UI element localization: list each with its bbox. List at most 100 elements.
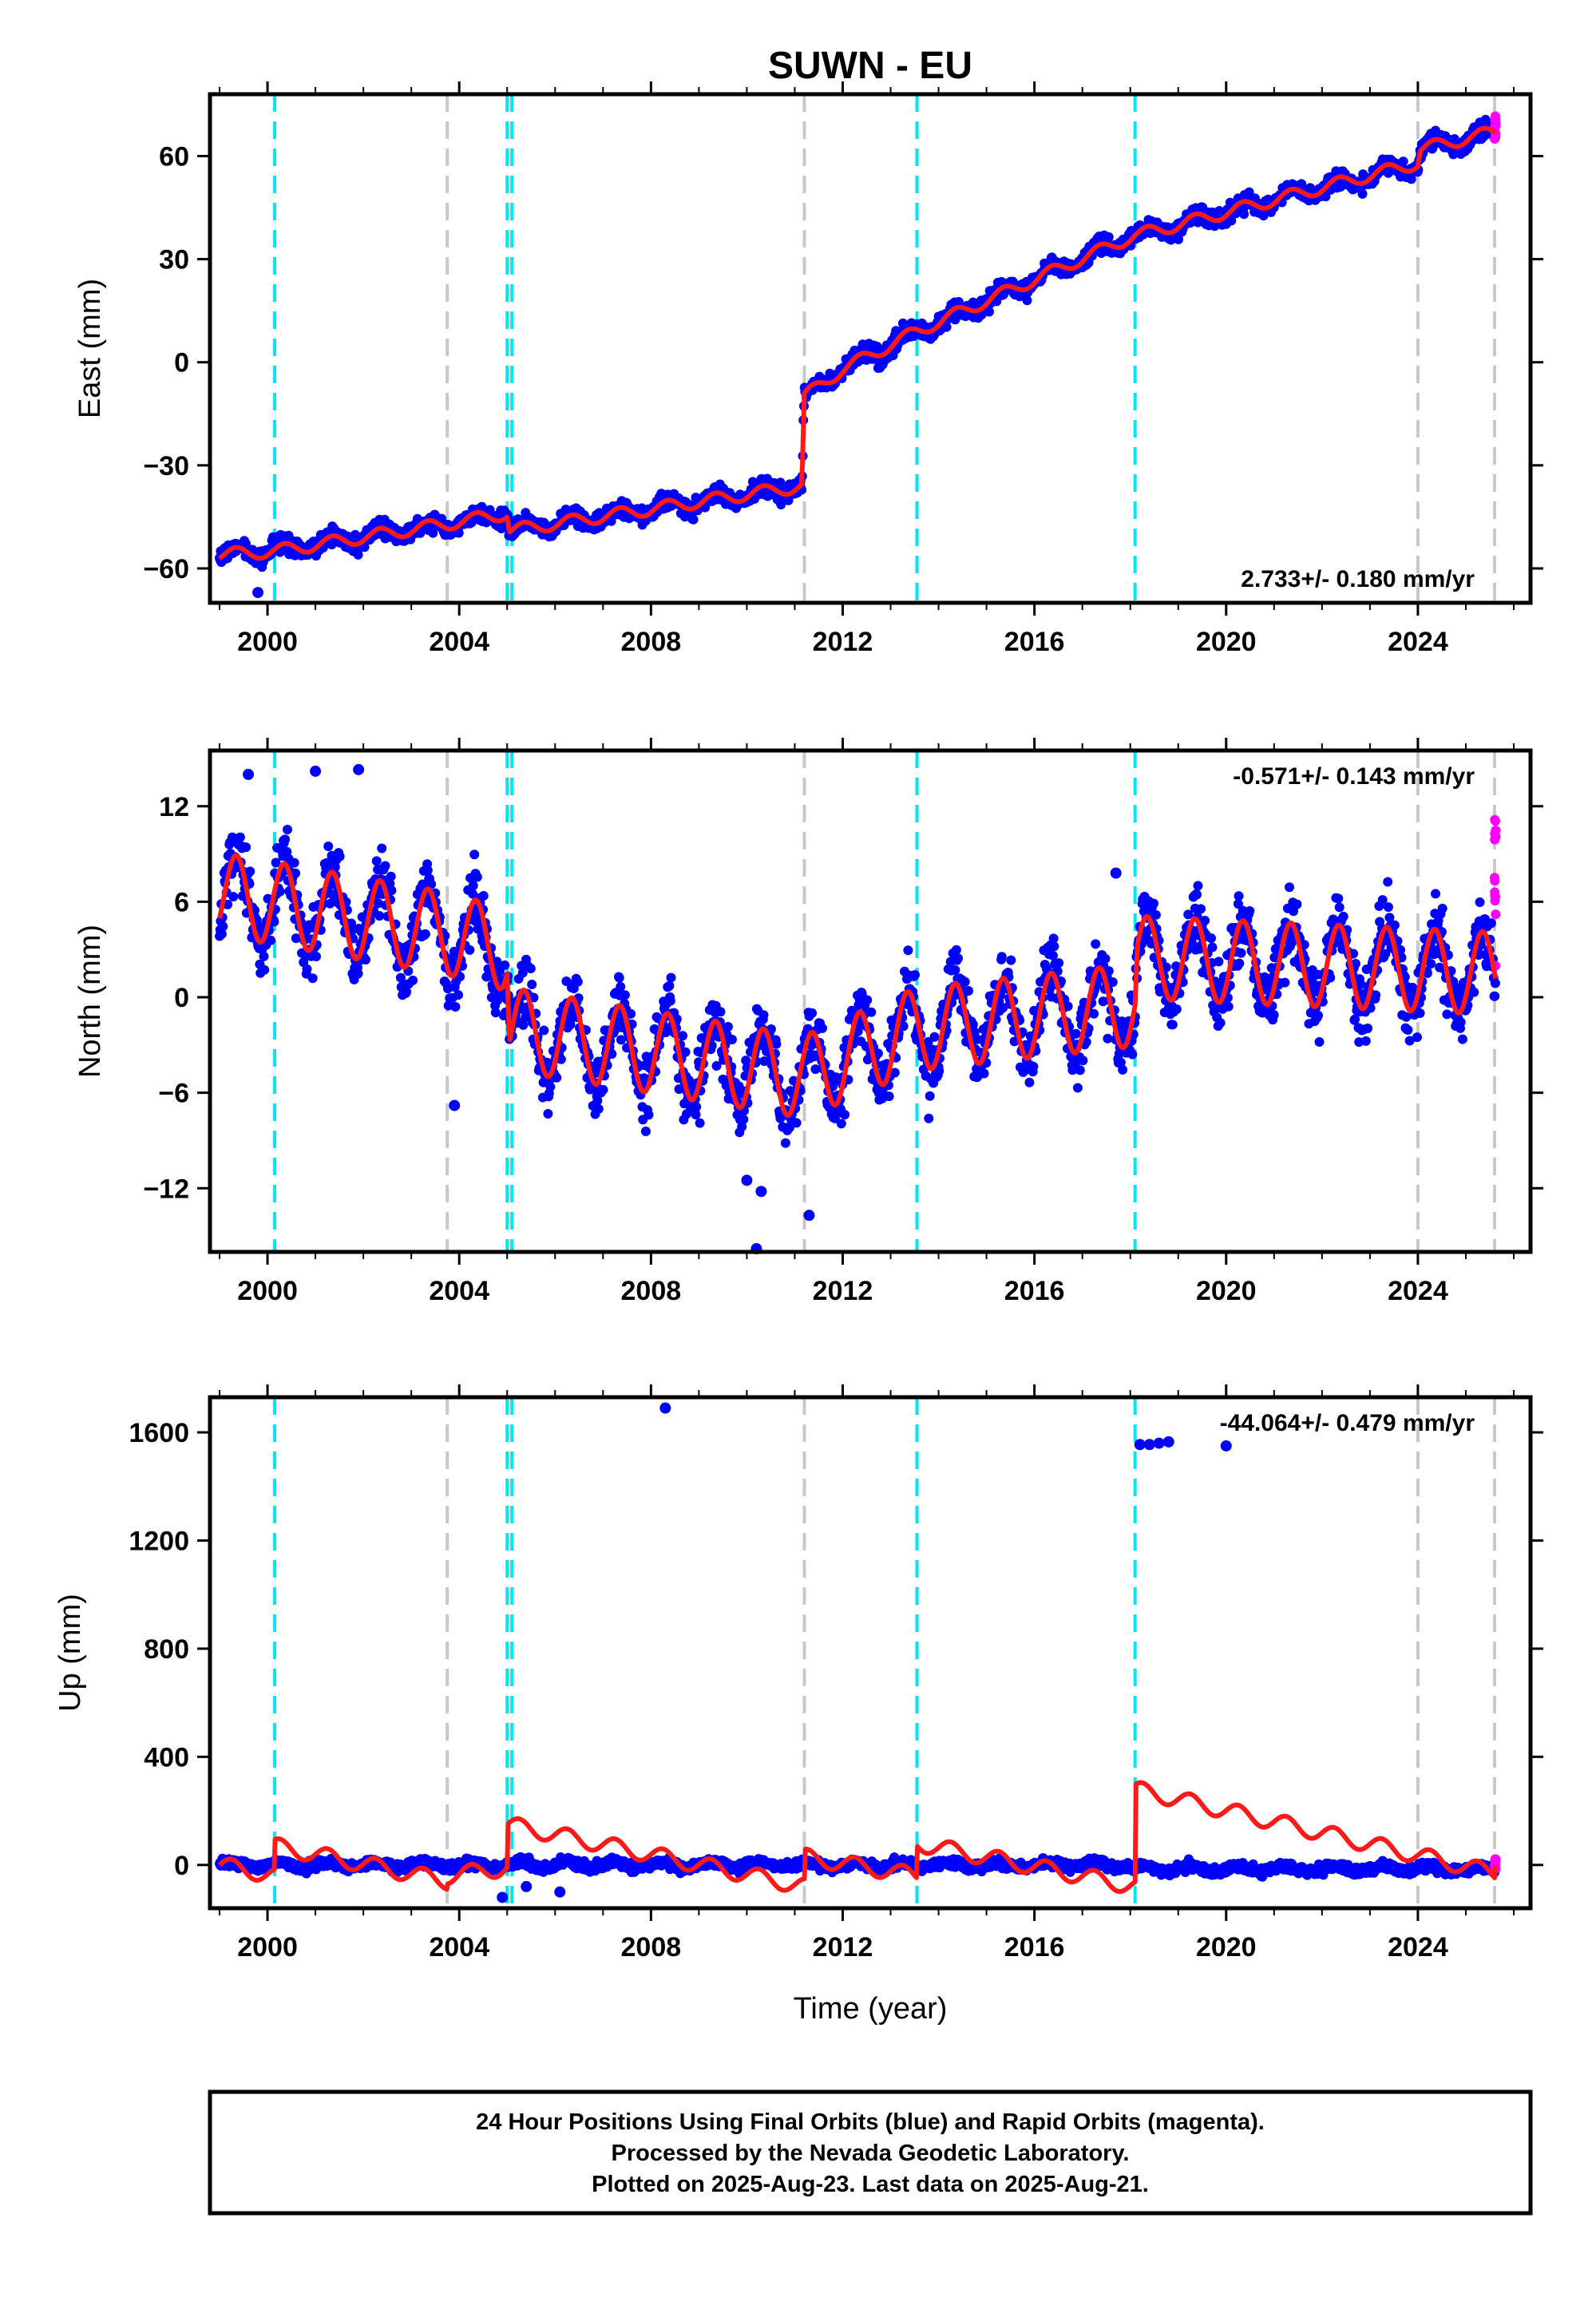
data-point bbox=[620, 990, 630, 1000]
outlier-point bbox=[449, 1099, 461, 1111]
rapid-orbit-point bbox=[1490, 814, 1500, 825]
data-point bbox=[1214, 957, 1224, 967]
data-point bbox=[371, 856, 382, 866]
data-point bbox=[218, 921, 228, 932]
data-point bbox=[1127, 1049, 1138, 1059]
data-point bbox=[1280, 977, 1290, 988]
data-point bbox=[1269, 1010, 1279, 1020]
data-point bbox=[527, 980, 537, 989]
data-point bbox=[422, 865, 433, 876]
data-point bbox=[1403, 1025, 1413, 1035]
x-tick-label: 2000 bbox=[237, 627, 298, 657]
x-tick-label: 2016 bbox=[1004, 1276, 1065, 1306]
data-point bbox=[1171, 1004, 1182, 1014]
data-point bbox=[960, 976, 970, 987]
y-tick-label: 0 bbox=[174, 983, 189, 1013]
y-tick-label: −6 bbox=[158, 1079, 189, 1109]
data-point bbox=[691, 1102, 702, 1112]
data-point bbox=[543, 1109, 553, 1119]
data-point bbox=[235, 832, 245, 842]
rapid-orbit-point bbox=[1490, 829, 1500, 839]
data-point bbox=[428, 528, 438, 538]
data-point bbox=[1107, 977, 1118, 988]
data-point bbox=[941, 322, 952, 332]
data-point bbox=[478, 891, 489, 901]
data-point bbox=[453, 528, 464, 538]
data-point bbox=[469, 850, 480, 860]
x-tick-label: 2004 bbox=[429, 627, 489, 657]
model-line bbox=[218, 125, 1498, 561]
data-point bbox=[1363, 1024, 1372, 1033]
rapid-orbit-points bbox=[1490, 111, 1501, 144]
data-point bbox=[283, 825, 292, 834]
data-point bbox=[996, 952, 1007, 962]
data-point bbox=[1206, 933, 1216, 944]
data-point bbox=[924, 1113, 934, 1123]
chart-title: SUWN - EU bbox=[768, 45, 972, 87]
data-point bbox=[910, 970, 920, 980]
data-point bbox=[678, 1031, 687, 1041]
data-point bbox=[1200, 916, 1210, 925]
data-point bbox=[1437, 903, 1447, 913]
data-point bbox=[836, 1119, 846, 1129]
data-point bbox=[616, 1035, 626, 1045]
data-point bbox=[1490, 978, 1500, 988]
data-point bbox=[1383, 877, 1393, 887]
x-tick-label: 2016 bbox=[1004, 627, 1065, 657]
x-tick-label: 2000 bbox=[237, 1276, 298, 1306]
outlier-point bbox=[353, 763, 365, 775]
data-point bbox=[614, 972, 624, 983]
data-point bbox=[680, 1047, 691, 1057]
data-point bbox=[992, 296, 1002, 307]
data-point bbox=[259, 951, 269, 961]
data-point bbox=[598, 1084, 608, 1095]
data-point bbox=[1486, 918, 1496, 929]
data-point bbox=[775, 477, 786, 488]
rapid-orbit-point bbox=[1490, 887, 1500, 897]
outlier-point bbox=[803, 1210, 815, 1222]
data-point bbox=[1071, 1028, 1081, 1039]
data-point bbox=[1313, 1010, 1323, 1020]
x-tick-label: 2024 bbox=[1388, 627, 1448, 657]
data-point bbox=[593, 1103, 604, 1114]
final-orbit-points bbox=[215, 1402, 1500, 1903]
data-point bbox=[1091, 939, 1101, 949]
data-point bbox=[1383, 902, 1393, 913]
data-point bbox=[1006, 955, 1016, 965]
rate-label: 2.733+/- 0.180 mm/yr bbox=[1241, 566, 1475, 592]
data-point bbox=[1469, 987, 1479, 997]
data-point bbox=[903, 945, 913, 956]
data-point bbox=[862, 995, 873, 1005]
data-point bbox=[1398, 156, 1408, 167]
data-point bbox=[545, 1082, 556, 1092]
y-tick-label: −60 bbox=[143, 554, 189, 584]
data-point bbox=[1223, 1001, 1234, 1012]
data-point bbox=[866, 1007, 877, 1017]
data-point bbox=[1103, 232, 1114, 242]
data-point bbox=[241, 842, 251, 853]
data-point bbox=[1193, 881, 1203, 891]
data-point bbox=[616, 981, 626, 992]
data-point bbox=[1049, 941, 1059, 952]
data-point bbox=[420, 929, 430, 939]
data-point bbox=[437, 513, 447, 524]
data-point bbox=[780, 1138, 790, 1148]
x-tick-label: 2020 bbox=[1196, 1276, 1257, 1306]
y-tick-label: 12 bbox=[159, 792, 189, 822]
data-point bbox=[525, 964, 536, 973]
data-point bbox=[1239, 209, 1249, 220]
data-point bbox=[840, 1110, 850, 1120]
data-point bbox=[953, 953, 963, 964]
data-point bbox=[1475, 897, 1485, 907]
data-point bbox=[1426, 959, 1436, 969]
data-point bbox=[386, 871, 396, 881]
outlier-point bbox=[310, 765, 322, 777]
data-point bbox=[1431, 889, 1440, 899]
data-point bbox=[335, 851, 345, 861]
data-point bbox=[950, 965, 960, 975]
data-point bbox=[1245, 906, 1255, 916]
data-point bbox=[715, 1007, 726, 1017]
data-point bbox=[688, 514, 699, 525]
data-point bbox=[1149, 898, 1158, 909]
data-point bbox=[302, 964, 312, 974]
